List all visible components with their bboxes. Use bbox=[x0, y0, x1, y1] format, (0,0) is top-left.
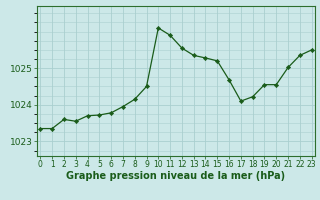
X-axis label: Graphe pression niveau de la mer (hPa): Graphe pression niveau de la mer (hPa) bbox=[67, 171, 285, 181]
